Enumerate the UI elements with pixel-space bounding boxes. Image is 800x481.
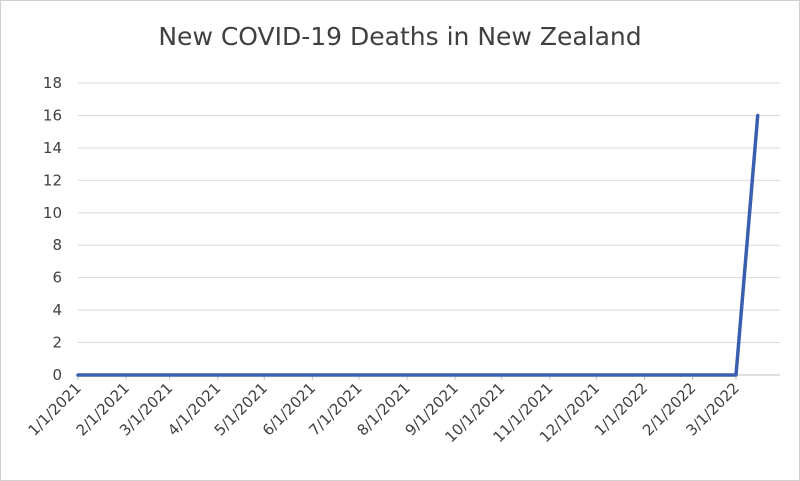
y-tick-label: 16 xyxy=(43,106,62,124)
y-tick-label: 0 xyxy=(52,366,62,384)
series-line xyxy=(76,113,760,377)
chart-title: New COVID-19 Deaths in New Zealand xyxy=(158,22,642,51)
y-tick-label: 8 xyxy=(52,236,62,254)
y-tick-label: 4 xyxy=(52,301,62,319)
y-tick-label: 14 xyxy=(43,139,62,157)
y-tick-label: 10 xyxy=(43,204,62,222)
y-tick-label: 2 xyxy=(52,334,62,352)
y-tick-label: 6 xyxy=(52,269,62,287)
y-tick-label: 18 xyxy=(43,74,62,92)
y-tick-label: 12 xyxy=(43,171,62,189)
